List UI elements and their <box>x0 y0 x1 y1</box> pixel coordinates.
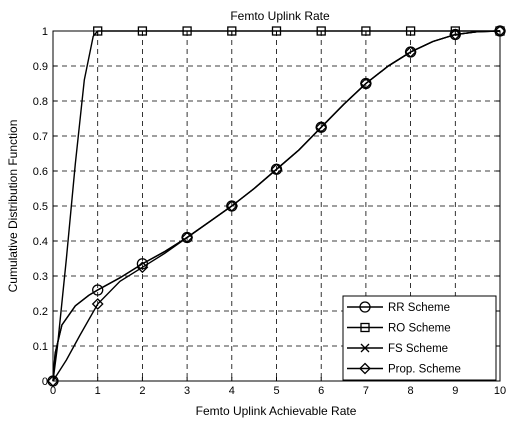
y-tick-label: 0.4 <box>33 236 48 248</box>
data-point <box>136 261 149 274</box>
x-tick-label: 2 <box>139 385 145 397</box>
series-4 <box>47 25 506 387</box>
legend-label: Prop. Scheme <box>388 364 461 376</box>
x-tick-label: 4 <box>229 385 235 397</box>
legend-marker <box>360 343 370 353</box>
y-tick-label: 0.5 <box>33 201 48 213</box>
data-point <box>181 231 194 244</box>
y-tick-label: 0.8 <box>33 96 48 108</box>
x-tick-label: 9 <box>452 385 458 397</box>
x-axis-title: Femto Uplink Achievable Rate <box>196 404 357 418</box>
data-point <box>91 298 104 310</box>
y-tick-label: 0.1 <box>33 341 48 353</box>
data-point <box>315 121 328 134</box>
y-tick-label: 0 <box>42 376 48 388</box>
series-line <box>52 30 500 382</box>
ticks: 0 1 2 3 4 5 6 7 8 9 10 0 0.1 0.2 0.3 0.4 0.5 0.6 0.7 0.8 0.9… <box>33 26 506 397</box>
y-tick-label: 0.6 <box>33 166 48 178</box>
series-layer <box>47 25 506 387</box>
x-tick-label: 5 <box>273 385 279 397</box>
legend: RR Scheme RO Scheme FS Scheme Prop. Scheme <box>342 295 497 381</box>
data-point <box>449 28 462 41</box>
data-point <box>137 26 148 36</box>
data-point <box>494 25 506 37</box>
data-point <box>361 26 371 36</box>
data-point <box>47 375 59 387</box>
x-tick-label: 0 <box>50 385 56 397</box>
legend-label: FS Scheme <box>388 343 448 355</box>
data-point <box>92 284 104 296</box>
data-point <box>270 163 283 176</box>
data-point <box>271 26 282 36</box>
data-point <box>182 26 192 36</box>
data-point <box>404 46 417 58</box>
legend-marker <box>360 322 370 333</box>
y-tick-label: 0.9 <box>33 61 48 73</box>
y-tick-label: 0.3 <box>33 271 48 283</box>
data-point <box>359 77 372 90</box>
x-tick-label: 6 <box>318 385 324 397</box>
y-tick-label: 0.7 <box>33 131 48 143</box>
y-tick-label: 0.2 <box>33 306 48 318</box>
data-point <box>405 26 416 36</box>
x-tick-label: 8 <box>408 385 414 397</box>
data-point <box>227 26 237 36</box>
y-axis-title: Cumulative Distribution Function <box>6 120 20 293</box>
x-tick-label: 10 <box>494 385 506 397</box>
x-tick-label: 1 <box>95 385 101 397</box>
data-point <box>316 26 326 36</box>
series-line <box>52 30 501 382</box>
data-point <box>93 26 103 36</box>
legend-marker <box>359 301 371 313</box>
chart-title: Femto Uplink Rate <box>230 9 330 23</box>
legend-label: RO Scheme <box>388 323 451 335</box>
legend-label: RR Scheme <box>388 302 450 314</box>
data-point <box>225 200 238 212</box>
y-tick-label: 1 <box>42 26 48 38</box>
x-tick-label: 3 <box>184 385 190 397</box>
legend-marker <box>359 362 371 375</box>
x-tick-label: 7 <box>363 385 369 397</box>
